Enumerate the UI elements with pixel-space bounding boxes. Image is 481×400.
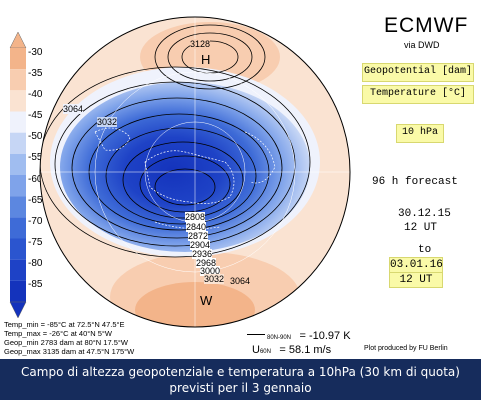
mean-wind-row: U60N = 58.1 m/s [252, 340, 331, 358]
contour-label: 3128 [190, 39, 211, 49]
map-panel: -30 -35 -40 -45 -50 -55 -60 -65 -70 -75 -80 -85 [4, 14, 474, 358]
contour-label: 3064 [63, 104, 84, 114]
graticule [40, 17, 350, 327]
init-time: 12 UT [404, 222, 438, 234]
stat-temp-min: Temp_min = -85°C at 72.5°N 47.5°E [4, 320, 125, 329]
legend-arrow-top [9, 31, 27, 49]
overbar-t-symbol [247, 334, 265, 336]
contour-label: 2936 [192, 249, 213, 259]
init-date: 30.12.15 [398, 208, 451, 220]
legend-swatch [10, 132, 26, 154]
caption-line-1: Campo di altezza geopotenziale e tempera… [21, 365, 460, 379]
legend-label: -65 [28, 194, 43, 206]
contour-label: 3000 [200, 266, 221, 276]
legend-label: -85 [28, 279, 43, 291]
legend-label: -70 [28, 215, 43, 227]
legend-swatch [10, 153, 26, 175]
legend-swatch [10, 69, 26, 91]
contour-label: 2904 [190, 240, 211, 250]
legend-label: -60 [28, 173, 43, 185]
caption-line-2: previsti per il 3 gennaio [169, 381, 312, 395]
legend-swatch [10, 196, 26, 218]
legend-label: -30 [28, 46, 43, 58]
legend-swatch [10, 48, 26, 70]
polar-map [39, 16, 351, 328]
credit-text: Plot produced by FU Berlin [364, 345, 448, 352]
mean-wind-value: = 58.1 m/s [279, 344, 332, 356]
stat-geop-min: Geop_min 2783 dam at 80°N 17.5°W [4, 338, 128, 347]
contour-label: 2968 [196, 258, 217, 268]
mean-temp-row: 80N-90N = -10.97 K [247, 326, 351, 344]
level-box: 10 hPa [396, 124, 444, 143]
legend-label: -80 [28, 258, 43, 270]
valid-date-box: 03.01.16 [389, 257, 443, 273]
forecast-label: 96 h forecast [372, 176, 458, 188]
mean-wind-symbol: U [252, 344, 260, 356]
legend-label: -40 [28, 88, 43, 100]
mean-wind-subscript: 60N [259, 349, 271, 355]
legend-swatch [10, 175, 26, 197]
warm-center-label: W [200, 293, 213, 308]
legend-swatch [10, 259, 26, 281]
legend-swatch [10, 280, 26, 302]
stat-geop-max: Geop_max 3135 dam at 47.5°N 175°W [4, 347, 135, 356]
to-label: to [418, 244, 432, 256]
high-pressure-label: H [201, 52, 211, 67]
caption-banner: Campo di altezza geopotenziale e tempera… [0, 359, 481, 400]
legend-swatch [10, 217, 26, 239]
valid-time-box: 12 UT [389, 272, 443, 288]
legend-swatch [10, 90, 26, 112]
legend-label: -55 [28, 152, 43, 164]
legend-label: -35 [28, 67, 43, 79]
contour-label: 2872 [188, 231, 209, 241]
legend-swatch [10, 111, 26, 133]
mean-temp-subscript: 80N-90N [267, 335, 292, 341]
map-border [39, 16, 351, 328]
contour-label: 3032 [204, 274, 225, 284]
geopotential-label-box: Geopotential [dam] [362, 63, 474, 82]
legend-label: -50 [28, 131, 43, 143]
contour-label: 2840 [186, 222, 207, 232]
model-subtitle: via DWD [404, 40, 440, 50]
legend-label: -45 [28, 110, 43, 122]
contour-label: 3032 [97, 117, 118, 127]
mean-temp-value: = -10.97 K [299, 330, 351, 342]
model-title: ECMWF [384, 14, 469, 37]
stat-temp-max: Temp_max = -26°C at 40°N 5°W [4, 329, 112, 338]
legend-label: -75 [28, 237, 43, 249]
legend-arrow-bottom [9, 301, 27, 319]
color-legend-bar [9, 31, 27, 319]
contour-label: 2808 [185, 212, 206, 222]
contour-label: 3064 [230, 276, 251, 286]
temperature-label-box: Temperature [°C] [362, 85, 474, 104]
legend-swatch [10, 238, 26, 260]
